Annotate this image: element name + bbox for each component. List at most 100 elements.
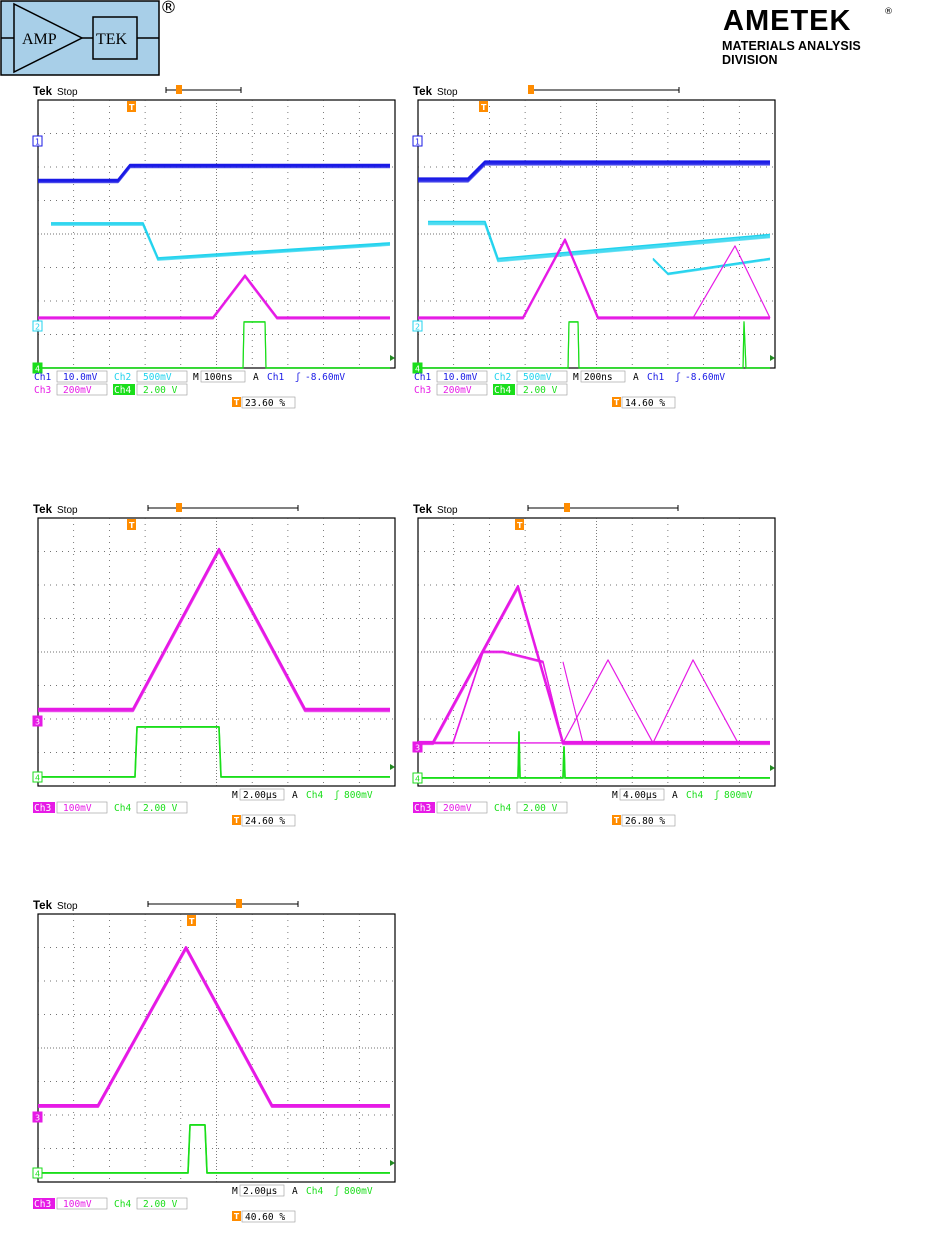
scope5-trigger-percent-icon-letter: T xyxy=(234,1212,240,1221)
scope1-trigger-percent-icon xyxy=(232,397,241,407)
scope2-record-trigger-marker xyxy=(528,85,534,94)
scope2-ch1-marker-label: 1 xyxy=(415,138,420,147)
scope4-status-label: Stop xyxy=(437,505,458,516)
scope1-timebase-label: M xyxy=(193,372,199,383)
scope2-trigger-position-letter: T xyxy=(481,103,487,112)
scope4-trigger-percent-box xyxy=(621,814,676,827)
scope2-ch1-trace xyxy=(418,163,770,183)
scope5-trigger-source: Ch4 xyxy=(306,1186,323,1197)
scope1-status-label: Stop xyxy=(57,87,78,98)
scope4-ch4-readout-value: 2.00 V xyxy=(523,803,558,814)
scope4-trigger-position-icon xyxy=(515,519,524,530)
scope2-timebase-box xyxy=(580,370,626,383)
scope2-ch3-trace xyxy=(418,239,770,320)
scope1-ch1-readout-label: Ch1 xyxy=(34,372,51,383)
scope1-ch2-marker-label: 2 xyxy=(35,323,40,332)
ametek-registered-mark: ® xyxy=(884,7,893,17)
scope5-timebase-value: 2.00µs xyxy=(243,1186,277,1197)
scope3-trigger-mode-label: A xyxy=(292,790,298,801)
scope5-trigger-level-value: 800mV xyxy=(344,1186,373,1197)
scope-screenshot-5: Tek Stop T 3 4 M 2.00µs A Ch4 ʃ 800mV Ch3 100mV Ch4 2.… xyxy=(32,898,403,1234)
scope5-ch3-readout-label: Ch3 xyxy=(34,1199,51,1210)
scope3-trigger-percent-icon xyxy=(232,815,241,825)
scope5-trigger-percent-value: 40.60 % xyxy=(245,1212,285,1223)
scope5-timebase-label: M xyxy=(232,1186,238,1197)
scope3-ch3-trace xyxy=(38,550,390,713)
scope4-ch4-marker-label: 4 xyxy=(415,775,420,784)
scope3-ch3-marker-label: 3 xyxy=(35,718,40,727)
scope2-trigger-percent-icon xyxy=(612,397,621,407)
scope5-timebase-box xyxy=(239,1184,285,1197)
scope3-status-label: Stop xyxy=(57,505,78,516)
scope2-trigger-level-value: -8.60mV xyxy=(685,372,725,383)
scope2-timebase-value: 200ns xyxy=(584,372,613,383)
amptek-logo-right-text: TEK xyxy=(96,31,128,48)
scope5-status-label: Stop xyxy=(57,901,78,912)
scope4-trigger-percent-icon xyxy=(612,815,621,825)
scope2-trigger-position-icon xyxy=(479,101,488,112)
scope3-trigger-position-icon xyxy=(127,519,136,530)
scope5-trigger-position-letter: T xyxy=(189,917,195,926)
scope4-timebase-value: 4.00µs xyxy=(623,790,657,801)
scope1-ch4-readout-badge xyxy=(113,384,135,395)
scope1-ch1-marker xyxy=(32,135,43,147)
scope5-trigger-percent-box xyxy=(241,1210,296,1223)
scope2-ch4-marker-label: 4 xyxy=(415,365,420,374)
scope2-ch3-readout-label: Ch3 xyxy=(414,385,431,396)
scope3-ch3-readout-value: 100mV xyxy=(63,803,92,814)
scope1-trigger-level-arrow xyxy=(390,355,395,361)
scope3-ch3-marker xyxy=(32,715,43,727)
scope3-trigger-source: Ch4 xyxy=(306,790,323,801)
scope3-ch4-marker xyxy=(32,771,43,783)
scope1-trigger-slope-icon: ʃ xyxy=(295,372,301,383)
scope2-ch1-readout-value: 10.0mV xyxy=(443,372,478,383)
scope2-ch4-trace xyxy=(418,321,770,369)
scope2-trigger-percent-box xyxy=(621,396,676,409)
scope3-trigger-slope-icon: ʃ xyxy=(334,790,340,801)
scope5-trigger-mode-label: A xyxy=(292,1186,298,1197)
scope3-record-trigger-marker xyxy=(176,503,182,512)
scope2-trigger-level-arrow xyxy=(770,355,775,361)
scope2-trigger-slope-icon: ʃ xyxy=(675,372,681,383)
scope1-readout-box xyxy=(56,383,108,396)
scope1-ch3-trace xyxy=(38,275,390,320)
scope1-ch4-trace xyxy=(38,321,390,369)
scope3-brand-label: Tek xyxy=(33,504,53,516)
scope2-ch2-trace xyxy=(652,259,771,276)
scope4-trigger-percent-icon-letter: T xyxy=(614,816,620,825)
scope3-timebase-label: M xyxy=(232,790,238,801)
scope3-trigger-position-letter: T xyxy=(129,521,135,530)
scope3-trigger-level-arrow xyxy=(390,764,395,770)
scope4-trigger-position-letter: T xyxy=(517,521,523,530)
scope5-ch3-marker xyxy=(32,1111,43,1123)
scope1-ch1-trace xyxy=(38,166,390,184)
scope4-trigger-slope-icon: ʃ xyxy=(714,790,720,801)
scope2-ch2-readout-label: Ch2 xyxy=(494,372,511,383)
scope4-trigger-percent-value: 26.80 % xyxy=(625,816,665,827)
scope1-ch3-readout-label: Ch3 xyxy=(34,385,51,396)
scope1-timebase-box xyxy=(200,370,246,383)
scope5-ch4-trace xyxy=(38,1124,390,1175)
ametek-wordmark: AMETEK xyxy=(723,5,852,37)
scope4-ch3-readout-value: 200mV xyxy=(443,803,472,814)
scope1-trigger-mode-label: A xyxy=(253,372,259,383)
scope2-timebase-label: M xyxy=(573,372,579,383)
scope1-ch4-marker xyxy=(32,362,43,374)
scope1-trigger-percent-value: 23.60 % xyxy=(245,398,285,409)
scope5-ch4-readout-label: Ch4 xyxy=(114,1199,131,1210)
scope4-trigger-mode-label: A xyxy=(672,790,678,801)
scope1-trigger-source: Ch1 xyxy=(267,372,284,383)
scope2-ch4-readout-badge xyxy=(493,384,515,395)
scope5-trigger-percent-icon xyxy=(232,1211,241,1221)
scope1-timebase-value: 100ns xyxy=(204,372,233,383)
scope1-ch4-readout-value: 2.00 V xyxy=(143,385,178,396)
scope-screenshot-3: Tek Stop T 3 4 M 2.00µs A Ch4 ʃ 800mV Ch3 100mV Ch4 2.… xyxy=(32,502,403,838)
scope3-timebase-box xyxy=(239,788,285,801)
scope2-ch4-marker xyxy=(412,362,423,374)
scope3-trigger-level-value: 800mV xyxy=(344,790,373,801)
scope5-trigger-level-arrow xyxy=(390,1160,395,1166)
scope1-trigger-percent-box xyxy=(241,396,296,409)
scope2-ch1-readout-label: Ch1 xyxy=(414,372,431,383)
scope4-ch3-trace xyxy=(562,662,584,744)
